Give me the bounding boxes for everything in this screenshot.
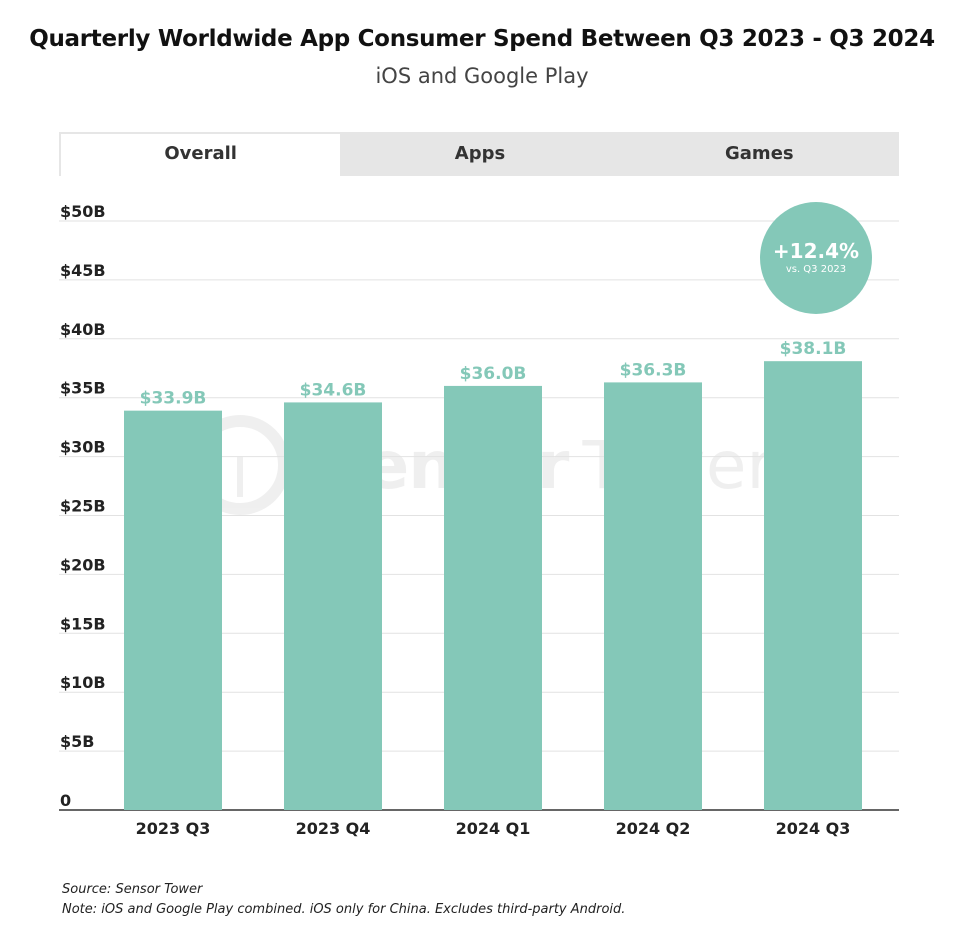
y-tick-label: 0 [60,791,71,810]
x-tick-label: 2024 Q1 [456,819,531,838]
bar-value-label: $38.1B [780,339,847,359]
bar-value-label: $36.0B [460,364,527,384]
tab-games[interactable]: Games [725,143,794,164]
bar-value-label: $36.3B [620,360,687,380]
chart-title: Quarterly Worldwide App Consumer Spend B… [29,26,935,52]
x-tick-label: 2024 Q3 [776,819,851,838]
y-tick-label: $20B [60,555,106,574]
bar-value-label: $34.6B [300,380,367,400]
x-tick-label: 2023 Q4 [296,819,371,838]
y-tick-label: $50B [60,202,106,221]
y-tick-label: $45B [60,261,106,280]
bar-value-label: $33.9B [140,389,207,409]
source-note: Source: Sensor Tower [62,882,203,897]
chart-subtitle: iOS and Google Play [375,64,589,88]
y-tick-label: $35B [60,379,106,398]
x-tick-label: 2023 Q3 [136,819,211,838]
bar [444,385,542,810]
y-tick-label: $25B [60,497,106,516]
growth-badge: +12.4% vs. Q3 2023 [760,202,872,314]
x-tick-label: 2024 Q2 [616,819,691,838]
footnote: Note: iOS and Google Play combined. iOS … [62,902,626,917]
y-tick-label: $15B [60,614,106,633]
tab-overall[interactable]: Overall [59,132,341,176]
bar-layer [124,361,862,810]
growth-badge-subtext: vs. Q3 2023 [785,264,847,275]
y-tick-label: $30B [60,438,106,457]
bar [124,410,222,810]
bar [764,361,862,810]
segment-tabs: Overall Apps Games [59,132,899,176]
label-layer: 0 $5B $10B $15B $20B $25B $30B $35B $40B $45B $50B… [60,202,850,838]
y-tick-label: $40B [60,320,106,339]
y-tick-label: $5B [60,732,94,751]
bar [284,402,382,810]
growth-badge-value: +12.4% [772,239,860,263]
tab-apps[interactable]: Apps [454,143,506,164]
bar [604,382,702,810]
y-tick-label: $10B [60,673,106,692]
